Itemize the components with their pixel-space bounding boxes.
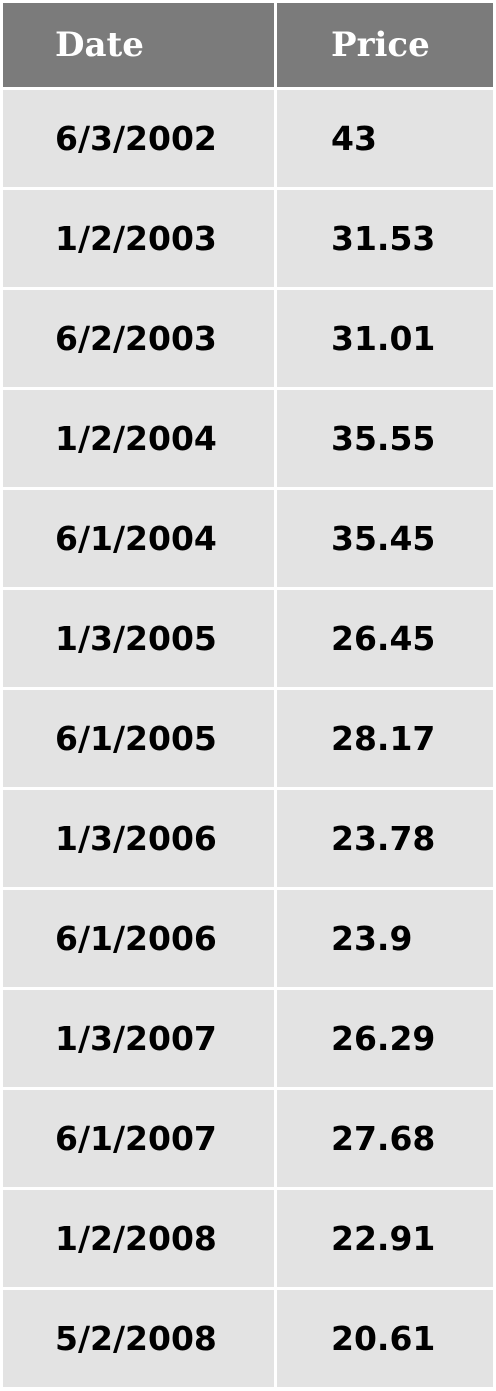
table-row: 1/3/2005 26.45	[3, 590, 493, 687]
table-row: 1/3/2006 23.78	[3, 790, 493, 887]
date-cell: 1/2/2003	[3, 190, 274, 287]
date-cell: 1/2/2004	[3, 390, 274, 487]
table-row: 1/2/2008 22.91	[3, 1190, 493, 1287]
date-cell: 6/2/2003	[3, 290, 274, 387]
price-cell: 23.9	[277, 890, 493, 987]
price-cell: 28.17	[277, 690, 493, 787]
date-cell: 1/3/2005	[3, 590, 274, 687]
date-cell: 6/1/2005	[3, 690, 274, 787]
price-cell: 26.45	[277, 590, 493, 687]
table-row: 6/2/2003 31.01	[3, 290, 493, 387]
date-cell: 6/3/2002	[3, 90, 274, 187]
date-cell: 1/3/2006	[3, 790, 274, 887]
price-cell: 20.61	[277, 1290, 493, 1387]
table-row: 6/1/2007 27.68	[3, 1090, 493, 1187]
date-cell: 6/1/2004	[3, 490, 274, 587]
table-row: 6/1/2005 28.17	[3, 690, 493, 787]
date-cell: 5/2/2008	[3, 1290, 274, 1387]
table-row: 1/2/2004 35.55	[3, 390, 493, 487]
table-row: 1/2/2003 31.53	[3, 190, 493, 287]
table-row: 6/1/2006 23.9	[3, 890, 493, 987]
date-cell: 6/1/2007	[3, 1090, 274, 1187]
table-row: 5/2/2008 20.61	[3, 1290, 493, 1387]
table-row: 6/3/2002 43	[3, 90, 493, 187]
date-cell: 1/3/2007	[3, 990, 274, 1087]
date-cell: 6/1/2006	[3, 890, 274, 987]
price-cell: 35.55	[277, 390, 493, 487]
price-cell: 23.78	[277, 790, 493, 887]
price-cell: 43	[277, 90, 493, 187]
price-cell: 35.45	[277, 490, 493, 587]
header-row: Date Price	[3, 3, 493, 87]
table-row: 6/1/2004 35.45	[3, 490, 493, 587]
date-column-header: Date	[3, 3, 274, 87]
price-cell: 26.29	[277, 990, 493, 1087]
table-body: 6/3/2002 43 1/2/2003 31.53 6/2/2003 31.01 1/2/…	[3, 90, 493, 1387]
price-cell: 22.91	[277, 1190, 493, 1287]
price-column-header: Price	[277, 3, 493, 87]
price-cell: 31.01	[277, 290, 493, 387]
table-row: 1/3/2007 26.29	[3, 990, 493, 1087]
price-cell: 31.53	[277, 190, 493, 287]
date-cell: 1/2/2008	[3, 1190, 274, 1287]
price-cell: 27.68	[277, 1090, 493, 1187]
